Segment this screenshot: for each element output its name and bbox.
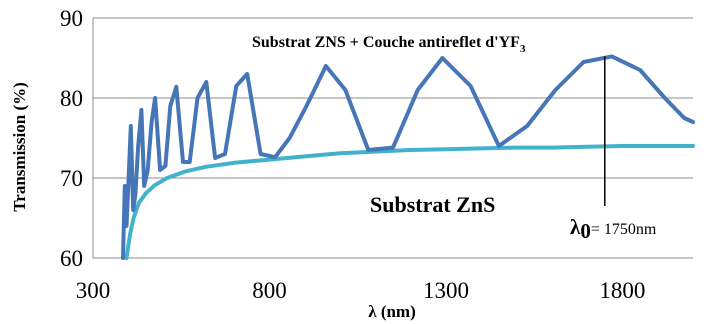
series-layer — [121, 54, 695, 260]
series-line-zns — [124, 144, 695, 260]
lambda-subscript: 0 — [580, 219, 591, 243]
tick-labels: 60 70 80 90 300 800 1300 1800 — [60, 6, 645, 303]
coated-label-main: Substrat ZNS + Couche antireflet d'YF — [252, 34, 520, 51]
coated-label-subscript: 3 — [520, 43, 526, 55]
lambda-value: = 1750nm — [591, 221, 657, 238]
axes — [92, 18, 693, 259]
x-tick-label: 300 — [76, 278, 111, 303]
coated-series-label: Substrat ZNS + Couche antireflet d'YF3 — [252, 34, 526, 55]
y-tick-label: 60 — [60, 246, 83, 271]
x-tick-label: 800 — [252, 278, 287, 303]
series-line-coated — [121, 54, 695, 260]
y-tick-label: 90 — [60, 6, 83, 31]
x-tick-label: 1300 — [423, 278, 469, 303]
y-tick-label: 80 — [60, 86, 83, 111]
y-axis-title: Transmission (%) — [10, 82, 29, 212]
x-tick-label: 1800 — [599, 278, 645, 303]
lambda-marker-label: λ0= 1750nm — [570, 215, 657, 243]
zns-series-label: Substrat ZnS — [370, 192, 495, 217]
lambda-symbol: λ — [570, 215, 581, 239]
y-tick-label: 70 — [60, 166, 83, 191]
x-axis-title: λ (nm) — [368, 302, 416, 321]
